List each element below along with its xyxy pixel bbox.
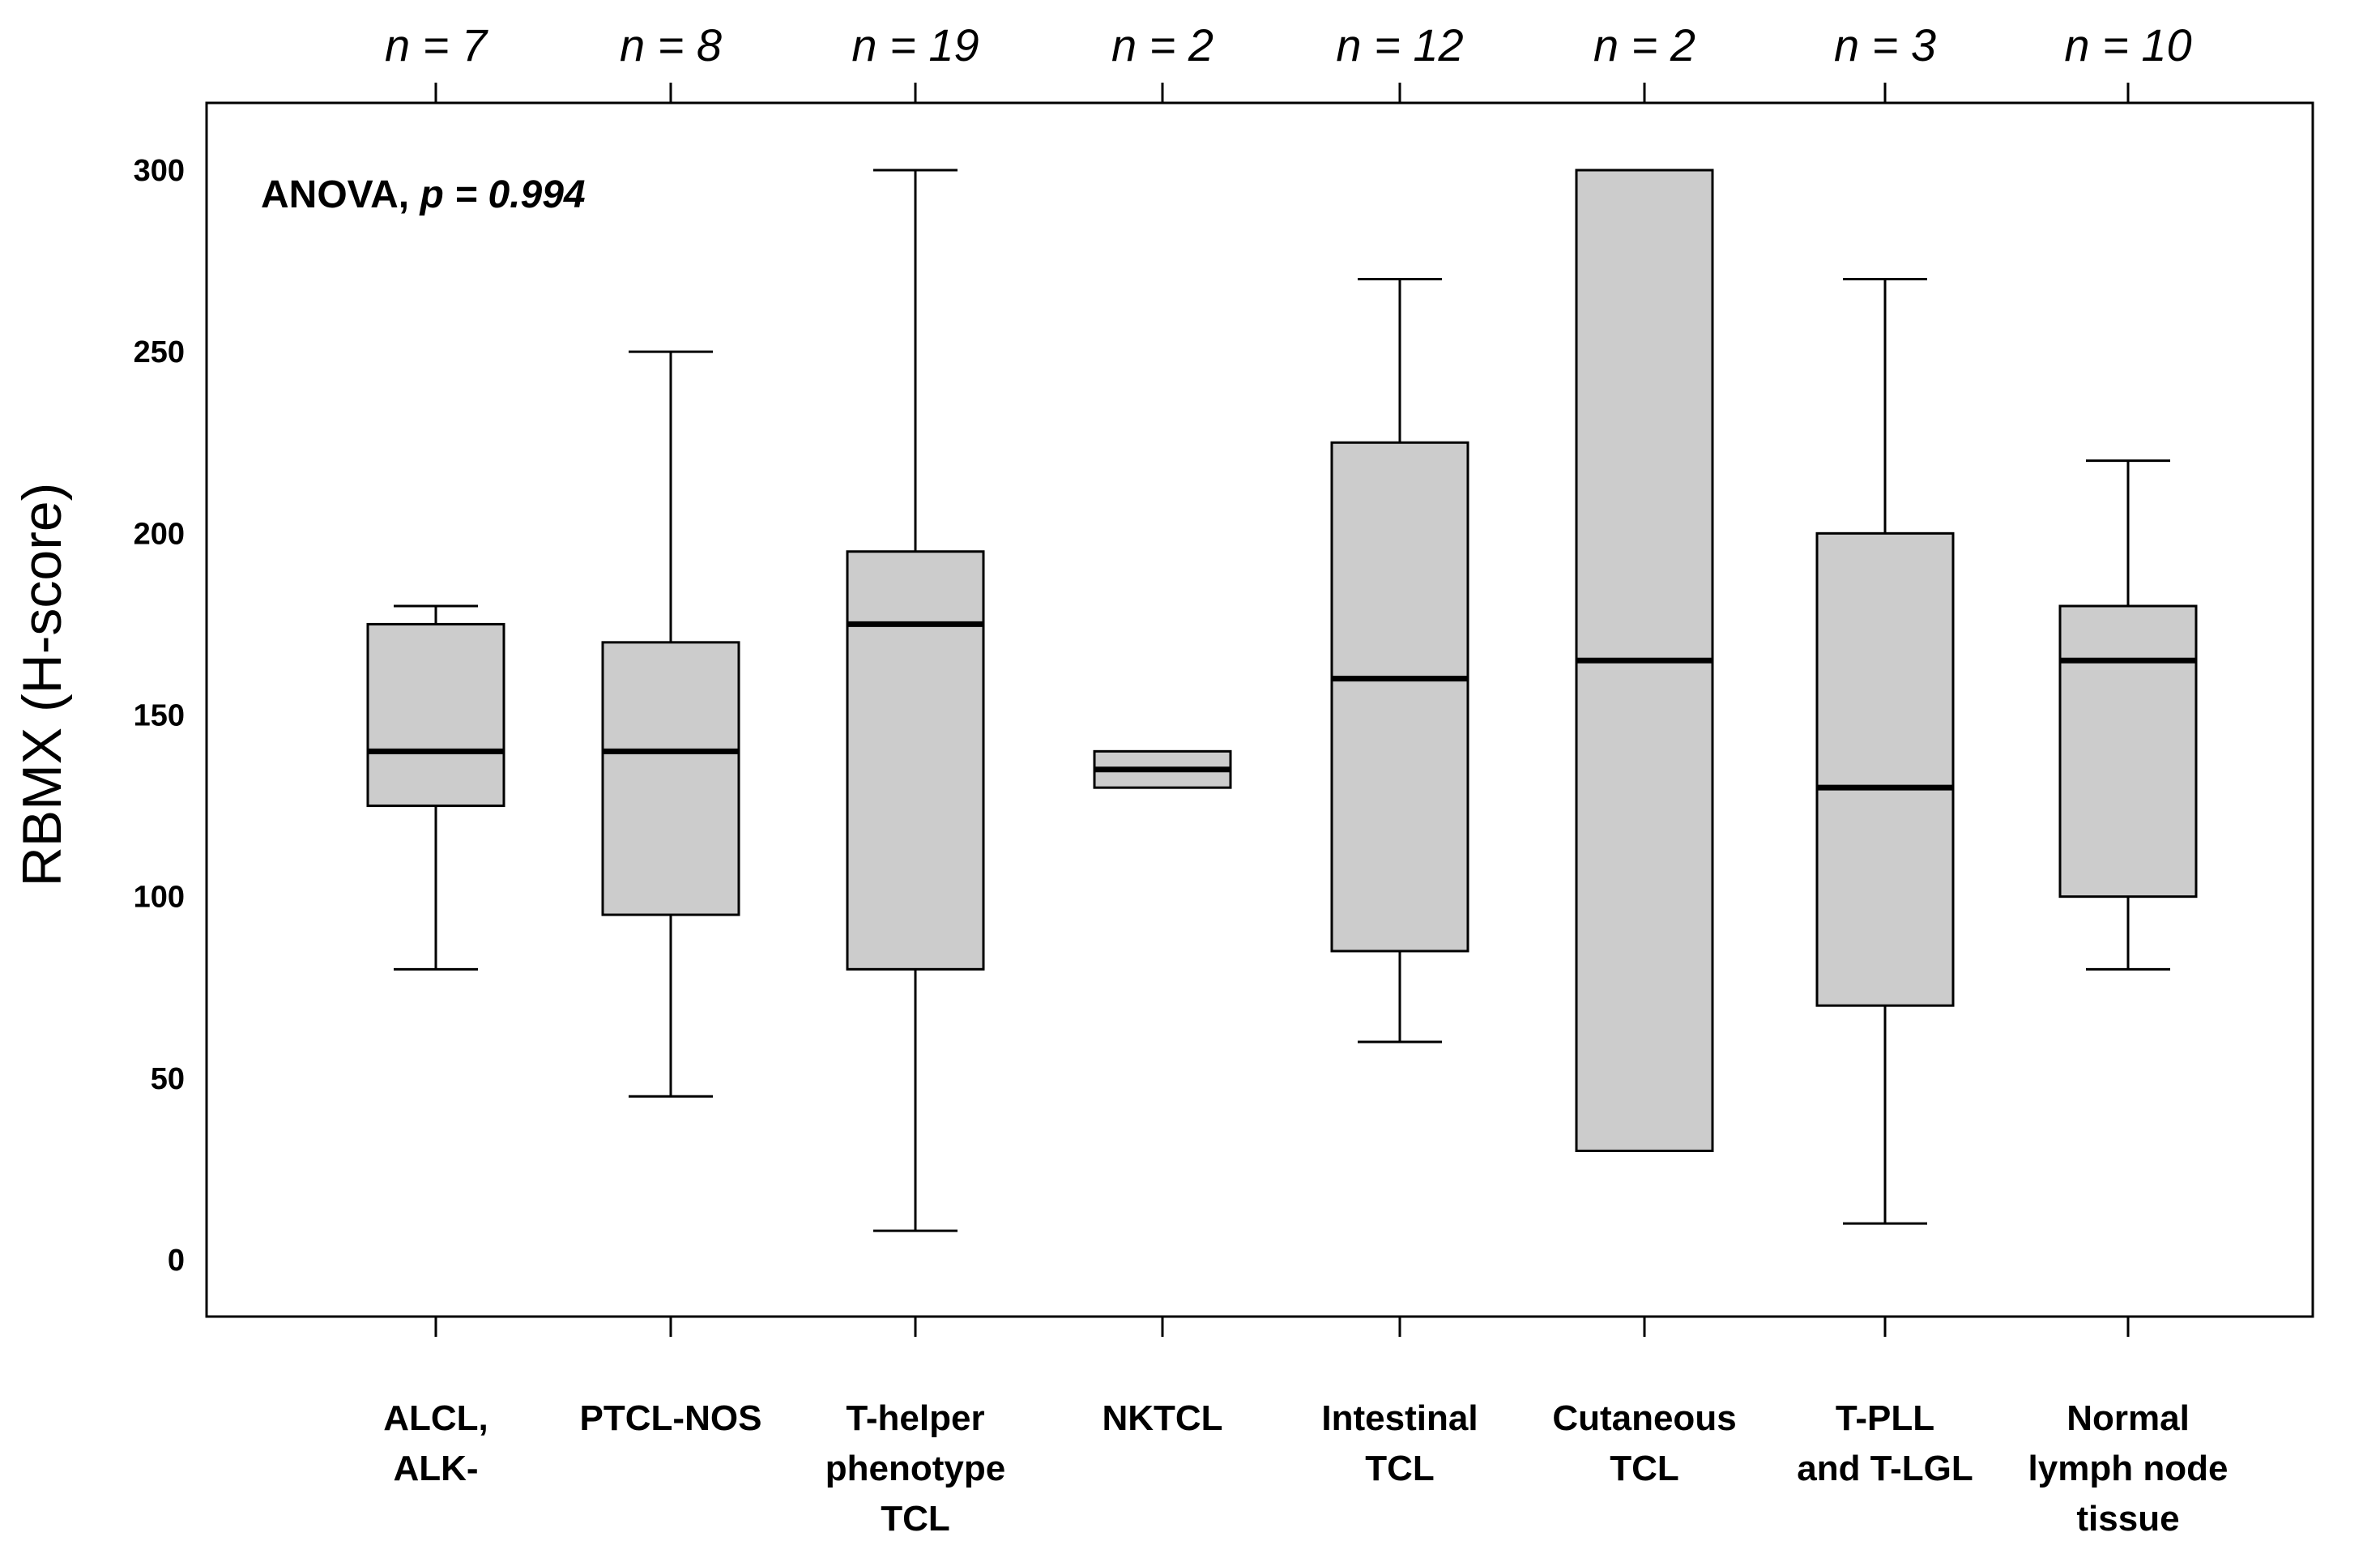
- iqr-box: [1815, 531, 1955, 1007]
- category-label: phenotype: [825, 1449, 1005, 1488]
- iqr-box: [846, 550, 985, 971]
- category-label: TCL: [1610, 1449, 1679, 1488]
- category-label: PTCL-NOS: [580, 1398, 762, 1438]
- box-group: n = 7 ALCL, ALK-: [366, 19, 505, 1488]
- sample-size-label: n = 10: [2064, 19, 2191, 70]
- box-group: n = 3 T-PLL and T-LGL: [1797, 19, 1973, 1488]
- category-label: ALCL,: [383, 1398, 488, 1438]
- plot-frame: [205, 101, 2314, 1318]
- anova-annotation-prefix: ANOVA,: [261, 173, 420, 216]
- iqr-box: [2058, 604, 2198, 899]
- sample-size-label: n = 2: [1111, 19, 1213, 70]
- sample-size-label: n = 12: [1336, 19, 1463, 70]
- sample-size-label: n = 7: [385, 19, 488, 70]
- category-label: NKTCL: [1102, 1398, 1222, 1438]
- sample-size-label: n = 3: [1834, 19, 1936, 70]
- category-label: ALK-: [393, 1449, 478, 1488]
- y-axis-label: RBMX (H-score): [11, 483, 73, 887]
- sample-size-label: n = 2: [1593, 19, 1695, 70]
- box-group: n = 2 NKTCL: [1093, 19, 1232, 1438]
- category-label: Normal: [2067, 1398, 2190, 1438]
- anova-annotation-pvalue: p = 0.994: [418, 173, 585, 216]
- box-group: n = 12 Intestinal TCL: [1321, 19, 1478, 1488]
- box-group: n = 10 Normal lymph node tissue: [2028, 19, 2229, 1539]
- category-label: TCL: [881, 1499, 950, 1539]
- anova-annotation: ANOVA, p = 0.994: [261, 173, 586, 216]
- iqr-box: [1330, 441, 1469, 953]
- iqr-box: [601, 641, 740, 916]
- box-group: n = 2 Cutaneous TCL: [1552, 19, 1736, 1488]
- plot-area: 0 50 100 150 200 250 300 n = 7 ALCL, ALK-n = 8 PTC…: [134, 19, 2314, 1539]
- y-tick-label: 200: [134, 517, 185, 551]
- iqr-box: [366, 622, 505, 808]
- category-label: TCL: [1365, 1449, 1435, 1488]
- box-group: n = 19 T-helper phenotype TCL: [825, 19, 1005, 1539]
- sample-size-label: n = 8: [620, 19, 722, 70]
- category-label: lymph node: [2028, 1449, 2229, 1488]
- y-tick-label: 150: [134, 699, 185, 733]
- category-label: Cutaneous: [1552, 1398, 1736, 1438]
- category-label: T-helper: [846, 1398, 984, 1438]
- y-tick-label: 300: [134, 154, 185, 188]
- category-label: Intestinal: [1321, 1398, 1478, 1438]
- y-tick-label: 250: [134, 335, 185, 369]
- y-tick-label: 0: [168, 1244, 185, 1278]
- category-label: tissue: [2076, 1499, 2179, 1539]
- sample-size-label: n = 19: [851, 19, 979, 70]
- box-group: n = 8 PTCL-NOS: [580, 19, 762, 1438]
- category-label: T-PLL: [1836, 1398, 1934, 1438]
- y-tick-label: 50: [151, 1062, 185, 1096]
- y-tick-label: 100: [134, 881, 185, 915]
- category-label: and T-LGL: [1797, 1449, 1973, 1488]
